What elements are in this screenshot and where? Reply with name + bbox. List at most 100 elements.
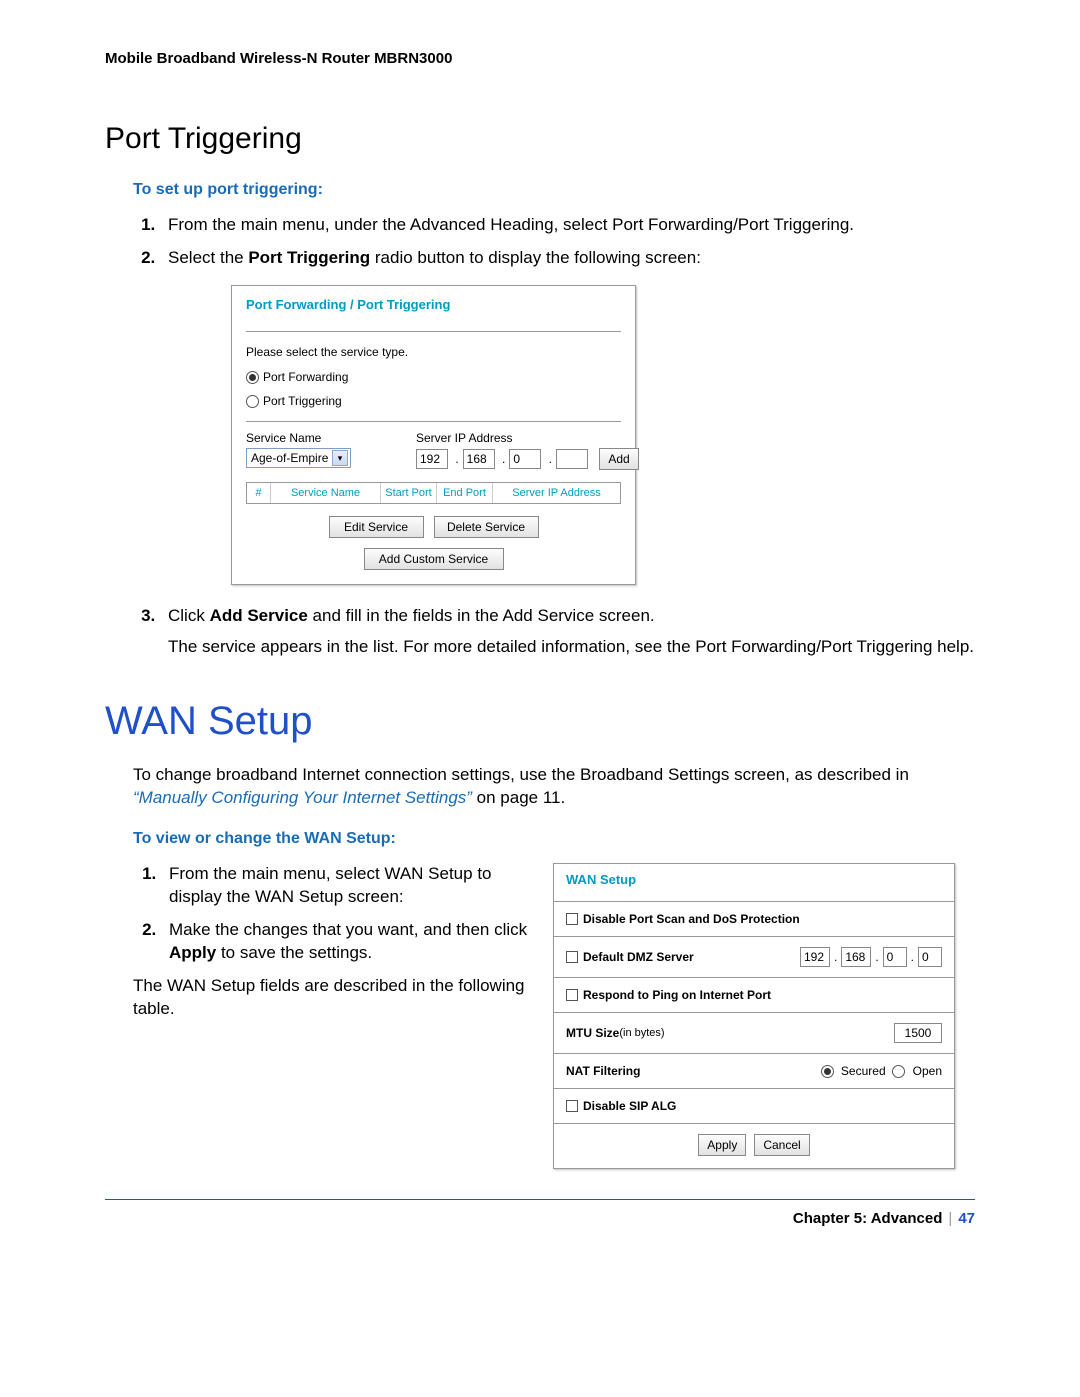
mtu-label: MTU Size (566, 1026, 619, 1040)
wan-panel-title: WAN Setup (554, 864, 954, 902)
mtu-input[interactable] (894, 1023, 942, 1043)
wan-setup-heading: WAN Setup (105, 699, 975, 744)
pf-panel-title: Port Forwarding / Port Triggering (246, 296, 621, 333)
nat-secured-radio[interactable] (821, 1065, 834, 1078)
nat-secured-label: Secured (841, 1064, 886, 1078)
ping-label: Respond to Ping on Internet Port (583, 988, 771, 1002)
wan-step-2-c: to save the settings. (216, 943, 372, 962)
pf-server-ip-col: Server IP Address . . . Add (416, 430, 639, 470)
wan-step-2-bold: Apply (169, 943, 216, 962)
ip-octet-2[interactable] (463, 449, 495, 469)
col-server-ip: Server IP Address (493, 483, 620, 503)
wan-setup-panel: WAN Setup Disable Port Scan and DoS Prot… (553, 863, 955, 1169)
add-custom-service-button[interactable]: Add Custom Service (364, 548, 504, 570)
sip-checkbox[interactable] (566, 1100, 578, 1112)
pf-table-header: # Service Name Start Port End Port Serve… (246, 482, 621, 504)
ip-octet-1[interactable] (416, 449, 448, 469)
step-3-bold: Add Service (210, 606, 308, 625)
document-header: Mobile Broadband Wireless-N Router MBRN3… (105, 50, 975, 67)
add-button[interactable]: Add (599, 448, 638, 470)
apply-button[interactable]: Apply (698, 1134, 746, 1156)
footer-bar: | (948, 1210, 952, 1227)
nat-options: Secured Open (821, 1064, 942, 1078)
footer-chapter: Chapter 5: Advanced (793, 1210, 942, 1227)
pf-radio-forwarding-row[interactable]: Port Forwarding (246, 365, 621, 389)
port-triggering-subheading: To set up port triggering: (133, 181, 975, 199)
wan-step-2-a: Make the changes that you want, and then… (169, 920, 527, 939)
col-end-port: End Port (437, 483, 493, 503)
wan-dmz-row: Default DMZ Server . . . (554, 937, 954, 978)
step-2-text-c: radio button to display the following sc… (370, 248, 701, 267)
ping-checkbox[interactable] (566, 989, 578, 1001)
chevron-down-icon[interactable]: ▾ (332, 450, 348, 466)
pf-radio-triggering-label: Port Triggering (263, 394, 342, 408)
dmz-ip-1[interactable] (800, 947, 830, 967)
step-1-text: From the main menu, under the Advanced H… (168, 215, 854, 234)
radio-icon[interactable] (246, 371, 259, 384)
cancel-button[interactable]: Cancel (754, 1134, 809, 1156)
col-service-name: Service Name (271, 483, 381, 503)
wan-step-2: Make the changes that you want, and then… (161, 919, 533, 965)
step-1: From the main menu, under the Advanced H… (160, 214, 975, 237)
pf-button-row-1: Edit Service Delete Service (246, 516, 621, 538)
dmz-label: Default DMZ Server (583, 950, 694, 964)
col-hash: # (247, 483, 271, 503)
ip-octet-3[interactable] (509, 449, 541, 469)
footer-separator (105, 1199, 975, 1200)
dos-checkbox[interactable] (566, 913, 578, 925)
step-2-bold: Port Triggering (248, 248, 370, 267)
nat-open-radio[interactable] (892, 1065, 905, 1078)
service-name-label: Service Name (246, 430, 351, 446)
wan-mtu-row: MTU Size(in bytes) (554, 1013, 954, 1054)
step-3-text-c: and fill in the fields in the Add Servic… (308, 606, 655, 625)
server-ip-label: Server IP Address (416, 430, 639, 446)
ip-octet-4[interactable] (556, 449, 588, 469)
sip-label: Disable SIP ALG (583, 1099, 676, 1113)
dmz-ip-group: . . . (800, 947, 942, 967)
page-footer: Chapter 5: Advanced | 47 (105, 1210, 975, 1227)
wan-after: The WAN Setup fields are described in th… (133, 975, 533, 1021)
dmz-checkbox[interactable] (566, 951, 578, 963)
pf-service-row: Service Name Age-of-Empire ▾ Server IP A… (246, 430, 621, 470)
wan-left-col: From the main menu, select WAN Setup to … (133, 863, 533, 1169)
step-2: Select the Port Triggering radio button … (160, 247, 975, 585)
edit-service-button[interactable]: Edit Service (329, 516, 424, 538)
dmz-ip-3[interactable] (883, 947, 907, 967)
step-2-text-a: Select the (168, 248, 248, 267)
wan-nat-row: NAT Filtering Secured Open (554, 1054, 954, 1089)
wan-step-1: From the main menu, select WAN Setup to … (161, 863, 533, 909)
nat-open-label: Open (913, 1064, 942, 1078)
wan-ping-row: Respond to Ping on Internet Port (554, 978, 954, 1013)
step-3-after: The service appears in the list. For mor… (168, 637, 974, 656)
wan-intro-b: on page 11. (472, 788, 565, 807)
step-3-text-a: Click (168, 606, 210, 625)
nat-label: NAT Filtering (566, 1064, 640, 1078)
pf-service-name-col: Service Name Age-of-Empire ▾ (246, 430, 351, 470)
wan-dos-row: Disable Port Scan and DoS Protection (554, 902, 954, 937)
radio-icon[interactable] (246, 395, 259, 408)
pf-button-row-2: Add Custom Service (246, 548, 621, 570)
wan-right-col: WAN Setup Disable Port Scan and DoS Prot… (553, 863, 955, 1169)
service-name-select[interactable]: Age-of-Empire ▾ (246, 448, 351, 468)
wan-two-col: From the main menu, select WAN Setup to … (133, 863, 975, 1169)
mtu-sublabel: (in bytes) (619, 1027, 664, 1039)
pf-radio-triggering-row[interactable]: Port Triggering (246, 389, 621, 422)
dmz-ip-2[interactable] (841, 947, 871, 967)
delete-service-button[interactable]: Delete Service (434, 516, 539, 538)
wan-button-row: Apply Cancel (554, 1124, 954, 1168)
dos-label: Disable Port Scan and DoS Protection (583, 912, 800, 926)
service-name-value: Age-of-Empire (251, 450, 328, 466)
pf-select-label: Please select the service type. (246, 340, 621, 364)
port-triggering-steps: From the main menu, under the Advanced H… (160, 214, 975, 659)
dmz-ip-4[interactable] (918, 947, 942, 967)
wan-intro: To change broadband Internet connection … (133, 764, 975, 810)
port-triggering-heading: Port Triggering (105, 122, 975, 156)
footer-page-number: 47 (958, 1210, 975, 1227)
col-start-port: Start Port (381, 483, 437, 503)
step-3: Click Add Service and fill in the fields… (160, 605, 975, 659)
port-forwarding-panel: Port Forwarding / Port Triggering Please… (231, 285, 636, 585)
pf-radio-forwarding-label: Port Forwarding (263, 370, 348, 384)
wan-intro-a: To change broadband Internet connection … (133, 765, 909, 784)
wan-subheading: To view or change the WAN Setup: (133, 830, 975, 848)
wan-intro-link[interactable]: “Manually Configuring Your Internet Sett… (133, 788, 472, 807)
